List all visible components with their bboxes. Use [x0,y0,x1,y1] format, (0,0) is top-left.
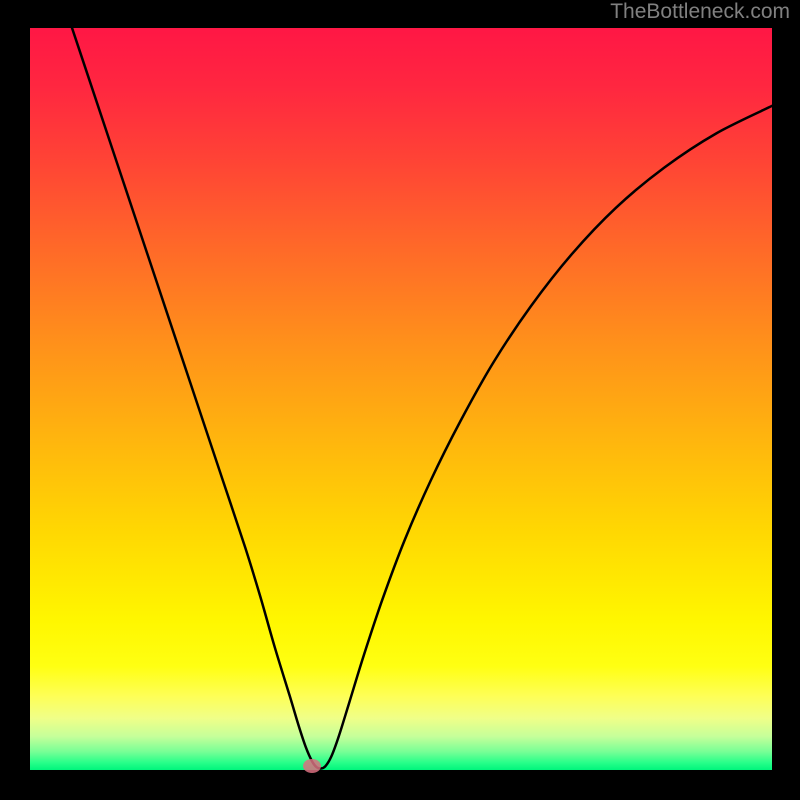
plot-outer [30,28,772,770]
bottleneck-curve [30,28,772,770]
watermark-text: TheBottleneck.com [610,0,790,24]
minimum-marker [303,759,321,773]
chart-container: TheBottleneck.com [0,0,800,800]
